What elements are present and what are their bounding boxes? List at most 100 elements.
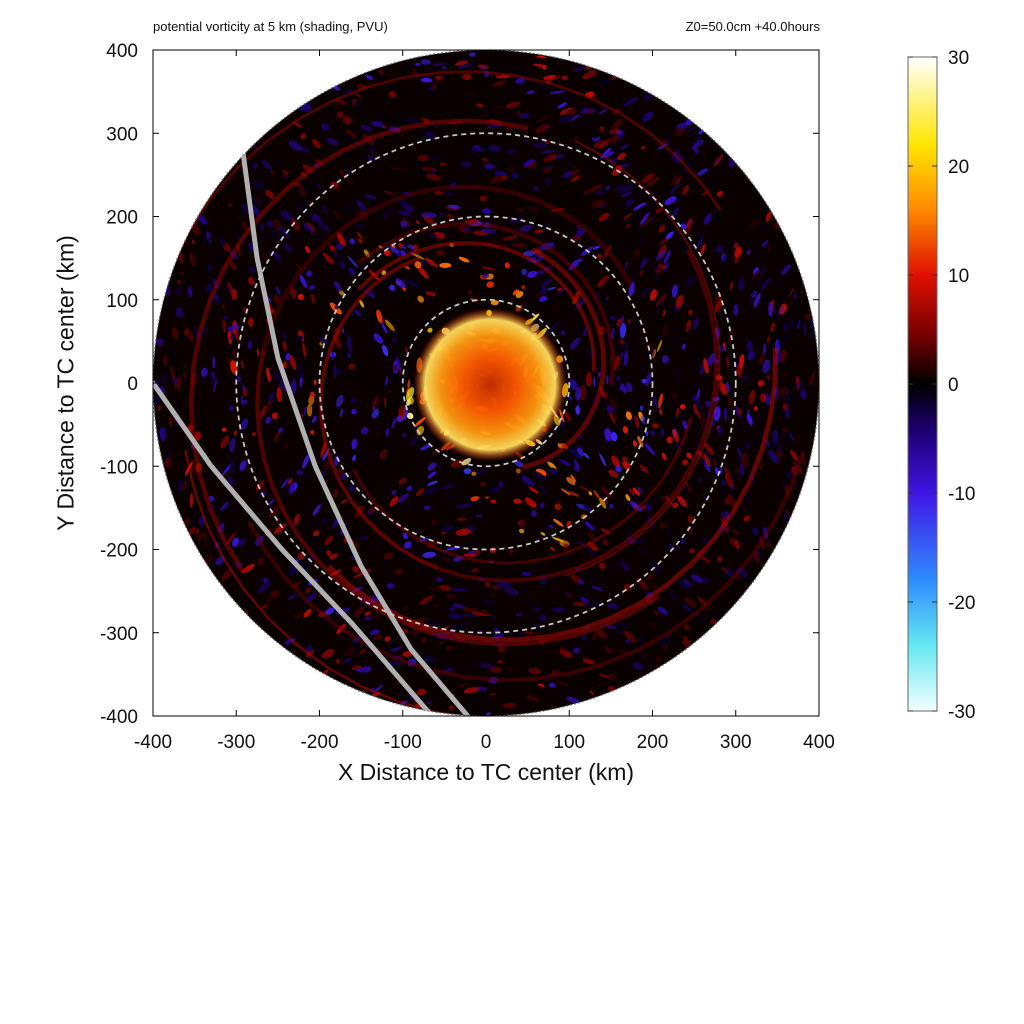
pv-cell [420, 637, 427, 643]
pv-cell [781, 264, 791, 276]
pv-cell [343, 202, 354, 213]
pv-cell [812, 368, 817, 374]
y-tick-label: -100 [100, 457, 138, 478]
pv-cell [645, 504, 652, 512]
pv-cell [299, 274, 308, 289]
pv-cell [696, 595, 708, 606]
pv-cell [768, 450, 779, 463]
pv-cell [185, 327, 194, 342]
pv-cell [752, 438, 760, 450]
pv-cell [174, 356, 178, 365]
pv-cell [552, 537, 564, 542]
pv-cell [702, 493, 708, 499]
pv-cell [329, 553, 338, 560]
pv-cell [640, 505, 647, 510]
pv-cell [468, 570, 474, 575]
pv-cell [639, 405, 644, 411]
pv-cell [504, 666, 515, 673]
pv-cell [691, 139, 704, 150]
pv-cell [241, 399, 248, 404]
pv-cell [485, 496, 490, 499]
pv-cell [364, 611, 371, 616]
pv-cell [578, 639, 591, 646]
pv-cell [175, 307, 183, 318]
pv-cell [541, 231, 552, 239]
pv-cell [616, 318, 622, 327]
pv-cell [351, 438, 357, 450]
pv-cell [367, 155, 375, 163]
pv-cell [641, 652, 648, 659]
pv-cell [637, 636, 644, 644]
pv-cell [477, 64, 489, 69]
pv-cell [475, 514, 483, 518]
pv-cell [482, 208, 492, 215]
pv-cell [619, 322, 627, 339]
pv-cell [349, 238, 356, 245]
chart-subtitle: Z0=50.0cm +40.0hours [685, 19, 820, 34]
pv-cell [585, 372, 592, 387]
pv-cell [639, 270, 644, 276]
pv-cell [241, 563, 255, 574]
y-tick-label: 100 [106, 291, 138, 312]
pv-cell [270, 229, 276, 235]
pv-cell [800, 389, 807, 400]
x-tick-label: 200 [637, 732, 669, 753]
pv-cell [607, 686, 616, 692]
pv-cell [716, 426, 723, 434]
pv-cell [259, 405, 267, 419]
pv-cell [427, 327, 433, 333]
pv-cell [419, 595, 433, 605]
y-axis-label: Y Distance to TC center (km) [52, 235, 79, 531]
pv-cell [358, 452, 363, 457]
pv-cell [291, 217, 300, 232]
pv-cell [428, 621, 443, 627]
pv-cell [685, 481, 692, 494]
pv-cell [433, 603, 440, 609]
pv-cell [602, 539, 609, 546]
pv-cell [427, 462, 437, 471]
pv-cell [389, 448, 397, 457]
pv-cell [540, 278, 552, 288]
pv-cell [370, 629, 380, 636]
pv-cell [551, 584, 563, 591]
pv-cell [704, 442, 714, 456]
pv-cell [721, 333, 728, 348]
pv-cell [724, 472, 734, 488]
pv-cell [162, 373, 166, 385]
pv-cell [627, 318, 631, 324]
pv-cell [384, 636, 391, 642]
pv-cell [796, 319, 801, 330]
pv-cell [165, 303, 168, 310]
pv-cell [675, 175, 683, 185]
pv-cell [202, 535, 209, 550]
pv-cell [760, 393, 767, 403]
pv-cell [696, 232, 703, 237]
pv-spiral-band [188, 118, 529, 575]
pv-cell [625, 224, 631, 228]
pv-cell [677, 369, 681, 374]
pv-cell [248, 340, 252, 350]
pv-cell [471, 611, 486, 616]
pv-cell [445, 594, 456, 599]
pv-cell [306, 563, 314, 570]
pv-cell [570, 337, 580, 350]
pv-cell [333, 281, 342, 292]
pv-cell [541, 286, 547, 292]
pv-cell [777, 395, 785, 406]
pv-cell [342, 328, 345, 334]
y-tick-label: -200 [100, 541, 138, 562]
pv-cell [270, 590, 279, 599]
pv-cell [536, 590, 552, 597]
pv-cell [391, 337, 397, 343]
pv-cell [481, 266, 496, 271]
pv-cell [356, 223, 362, 230]
pv-cell [214, 292, 220, 304]
pv-cell [323, 126, 328, 131]
pv-cell [793, 293, 798, 300]
pv-cell [165, 300, 174, 316]
pv-cell [763, 343, 767, 355]
pv-cell [432, 62, 447, 66]
pv-cell [468, 290, 473, 295]
pv-cell [767, 246, 771, 252]
pv-cell [496, 571, 504, 577]
